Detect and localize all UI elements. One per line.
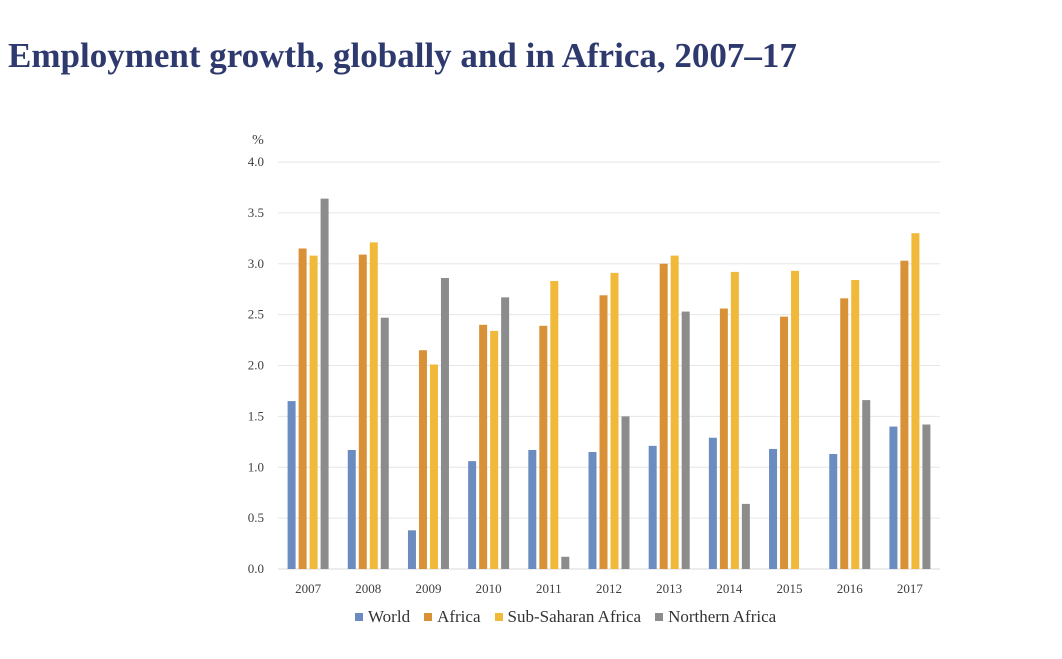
bar-northern-africa-2014 [741, 503, 750, 569]
y-tick-label: 1.0 [248, 459, 264, 474]
bar-world-2010 [468, 461, 477, 569]
y-tick-label: 2.0 [248, 358, 264, 373]
x-tick-label: 2008 [355, 581, 381, 596]
y-tick-label: 3.0 [248, 256, 264, 271]
bar-northern-africa-2013 [681, 311, 690, 569]
bar-world-2014 [708, 437, 717, 569]
bar-sub-saharan-africa-2007 [309, 255, 318, 570]
y-axis: % 0.0 0.5 1.0 1.5 2.0 2.5 3.0 3.5 4.0 [248, 133, 264, 576]
bar-world-2007 [287, 401, 296, 569]
bar-world-2016 [829, 454, 838, 569]
chart-title: Employment growth, globally and in Afric… [8, 36, 797, 75]
bar-sub-saharan-africa-2016 [851, 280, 860, 569]
bar-sub-saharan-africa-2008 [369, 242, 378, 569]
bar-northern-africa-2016 [862, 400, 871, 569]
bar-sub-saharan-africa-2010 [490, 330, 499, 569]
bar-sub-saharan-africa-2011 [550, 281, 559, 569]
bars [287, 198, 931, 570]
bar-sub-saharan-africa-2014 [730, 271, 739, 569]
bar-africa-2013 [659, 263, 668, 569]
bar-world-2015 [769, 448, 778, 569]
bar-africa-2008 [358, 254, 367, 569]
bar-northern-africa-2007 [320, 198, 329, 569]
y-tick-label: 3.5 [248, 205, 264, 220]
x-tick-label: 2010 [476, 581, 502, 596]
x-tick-label: 2013 [656, 581, 682, 596]
y-tick-label: 0.5 [248, 510, 264, 525]
legend-label-northern-africa: Northern Africa [668, 607, 777, 626]
bar-world-2009 [407, 530, 416, 569]
bar-africa-2016 [840, 298, 849, 569]
legend-item-world: World [355, 607, 410, 627]
y-tick-label: 1.5 [248, 408, 264, 423]
bar-northern-africa-2012 [621, 416, 630, 569]
bar-sub-saharan-africa-2013 [670, 255, 679, 570]
legend-swatch-world [355, 613, 363, 621]
x-axis: 2007 2008 2009 2010 2011 2012 2013 2014 2015 2016… [295, 581, 923, 596]
x-tick-label: 2014 [716, 581, 743, 596]
bar-africa-2015 [780, 316, 789, 569]
legend-item-sub-saharan-africa: Sub-Saharan Africa [494, 607, 642, 627]
x-tick-label: 2015 [777, 581, 803, 596]
legend-item-africa: Africa [424, 607, 481, 627]
x-tick-label: 2007 [295, 581, 322, 596]
y-tick-label: 4.0 [248, 154, 264, 169]
bar-sub-saharan-africa-2009 [429, 364, 438, 569]
x-tick-label: 2011 [536, 581, 562, 596]
bar-northern-africa-2011 [561, 556, 570, 569]
bar-northern-africa-2009 [440, 277, 449, 569]
x-tick-label: 2012 [596, 581, 622, 596]
y-axis-unit-label: % [252, 133, 264, 148]
bar-africa-2011 [539, 325, 548, 569]
x-tick-label: 2017 [897, 581, 924, 596]
bar-africa-2009 [418, 350, 427, 569]
x-tick-label: 2009 [415, 581, 441, 596]
bar-northern-africa-2017 [922, 424, 931, 569]
bar-northern-africa-2010 [501, 297, 510, 569]
legend-swatch-northern-africa [655, 613, 664, 621]
bar-world-2012 [588, 451, 597, 569]
legend-item-northern-africa: Northern Africa [655, 607, 776, 627]
y-tick-label: 0.0 [248, 561, 264, 576]
legend-swatch-africa [424, 613, 433, 621]
bar-africa-2010 [479, 324, 488, 569]
bar-sub-saharan-africa-2015 [791, 270, 800, 569]
bar-chart: %0.00.51.01.52.02.53.03.54.0 2007 2008 200… [248, 133, 940, 596]
bar-africa-2014 [719, 308, 728, 569]
bar-sub-saharan-africa-2012 [610, 272, 619, 569]
legend-label-sub-saharan-africa: Sub-Saharan Africa [507, 607, 642, 626]
x-tick-label: 2016 [837, 581, 864, 596]
bar-northern-africa-2008 [380, 317, 389, 569]
bar-world-2013 [648, 445, 657, 569]
legend-swatch-sub-saharan-africa [494, 613, 503, 621]
legend-label-africa: Africa [437, 607, 481, 626]
bar-world-2017 [889, 426, 898, 569]
bar-africa-2012 [599, 295, 608, 569]
legend-label-world: World [368, 607, 411, 626]
bar-africa-2017 [900, 260, 909, 569]
bar-world-2008 [347, 449, 356, 569]
bar-africa-2007 [298, 248, 307, 570]
y-tick-label: 2.5 [248, 307, 264, 322]
bar-world-2011 [528, 449, 537, 569]
bar-sub-saharan-africa-2017 [911, 233, 920, 569]
